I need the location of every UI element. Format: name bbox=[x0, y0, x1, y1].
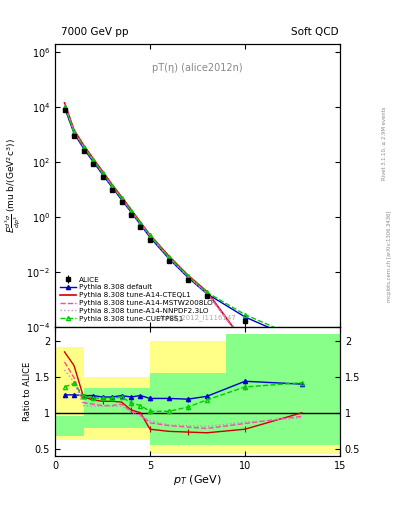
Y-axis label: $E\frac{d^3\sigma}{dp^3}$ (mu b/(GeV$^2$c$^3$)): $E\frac{d^3\sigma}{dp^3}$ (mu b/(GeV$^2$… bbox=[4, 138, 23, 232]
Pythia 8.308 default bbox=[81, 145, 86, 152]
Legend: ALICE, Pythia 8.308 default, Pythia 8.308 tune-A14-CTEQL1, Pythia 8.308 tune-A14: ALICE, Pythia 8.308 default, Pythia 8.30… bbox=[59, 275, 214, 323]
Y-axis label: Ratio to ALICE: Ratio to ALICE bbox=[23, 361, 32, 421]
X-axis label: $p_T$ (GeV): $p_T$ (GeV) bbox=[173, 473, 222, 487]
Pythia 8.308 tune-CUETP8S1 bbox=[110, 183, 114, 189]
Pythia 8.308 tune-A14-CTEQL1 bbox=[72, 127, 76, 133]
Pythia 8.308 default bbox=[91, 159, 95, 165]
Pythia 8.308 tune-A14-MSTW2008LO bbox=[299, 366, 304, 372]
Pythia 8.308 tune-CUETP8S1 bbox=[100, 169, 105, 176]
Line: Pythia 8.308 default: Pythia 8.308 default bbox=[62, 105, 304, 344]
Pythia 8.308 default bbox=[167, 255, 171, 262]
Pythia 8.308 tune-A14-CTEQL1 bbox=[242, 340, 247, 347]
Pythia 8.308 tune-A14-MSTW2008LO bbox=[129, 207, 133, 214]
Pythia 8.308 tune-A14-CTEQL1 bbox=[299, 366, 304, 372]
Pythia 8.308 tune-A14-MSTW2008LO bbox=[242, 341, 247, 347]
Pythia 8.308 tune-A14-NNPDF2.3LO bbox=[110, 183, 114, 189]
Pythia 8.308 tune-A14-CTEQL1 bbox=[167, 253, 171, 259]
Pythia 8.308 tune-CUETP8S1 bbox=[138, 220, 143, 226]
Pythia 8.308 tune-CUETP8S1 bbox=[129, 207, 133, 214]
Pythia 8.308 tune-A14-CTEQL1 bbox=[91, 155, 95, 161]
Pythia 8.308 default bbox=[299, 339, 304, 345]
Pythia 8.308 tune-A14-NNPDF2.3LO bbox=[242, 342, 247, 348]
Pythia 8.308 tune-CUETP8S1 bbox=[167, 254, 171, 260]
Pythia 8.308 tune-CUETP8S1 bbox=[119, 195, 124, 201]
Pythia 8.308 tune-A14-CTEQL1 bbox=[100, 168, 105, 175]
Pythia 8.308 tune-A14-CTEQL1 bbox=[81, 142, 86, 148]
Text: Soft QCD: Soft QCD bbox=[291, 27, 339, 37]
Pythia 8.308 tune-A14-MSTW2008LO bbox=[91, 156, 95, 162]
Pythia 8.308 default bbox=[185, 274, 190, 281]
Pythia 8.308 tune-A14-NNPDF2.3LO bbox=[62, 101, 67, 108]
Pythia 8.308 tune-A14-MSTW2008LO bbox=[205, 290, 209, 296]
Pythia 8.308 default bbox=[100, 172, 105, 178]
Pythia 8.308 tune-CUETP8S1 bbox=[205, 289, 209, 295]
Pythia 8.308 tune-CUETP8S1 bbox=[91, 157, 95, 163]
Pythia 8.308 tune-A14-MSTW2008LO bbox=[185, 273, 190, 279]
Pythia 8.308 tune-A14-CTEQL1 bbox=[119, 194, 124, 200]
Line: Pythia 8.308 tune-A14-MSTW2008LO: Pythia 8.308 tune-A14-MSTW2008LO bbox=[64, 104, 302, 369]
Pythia 8.308 tune-A14-MSTW2008LO bbox=[81, 143, 86, 150]
Text: mcplots.cern.ch [arXiv:1306.3436]: mcplots.cern.ch [arXiv:1306.3436] bbox=[387, 210, 392, 302]
Pythia 8.308 tune-A14-CTEQL1 bbox=[129, 206, 133, 212]
Pythia 8.308 tune-CUETP8S1 bbox=[72, 129, 76, 135]
Text: 7000 GeV pp: 7000 GeV pp bbox=[61, 27, 129, 37]
Pythia 8.308 default bbox=[242, 314, 247, 320]
Line: Pythia 8.308 tune-A14-NNPDF2.3LO: Pythia 8.308 tune-A14-NNPDF2.3LO bbox=[64, 104, 302, 370]
Pythia 8.308 default bbox=[205, 291, 209, 297]
Line: Pythia 8.308 tune-CUETP8S1: Pythia 8.308 tune-CUETP8S1 bbox=[62, 104, 304, 342]
Pythia 8.308 tune-A14-CTEQL1 bbox=[110, 181, 114, 187]
Pythia 8.308 tune-CUETP8S1 bbox=[299, 336, 304, 343]
Text: ALICE_2012_I1116147: ALICE_2012_I1116147 bbox=[158, 314, 237, 321]
Pythia 8.308 tune-A14-MSTW2008LO bbox=[72, 128, 76, 134]
Pythia 8.308 tune-A14-CTEQL1 bbox=[205, 289, 209, 295]
Pythia 8.308 tune-A14-NNPDF2.3LO bbox=[148, 233, 152, 239]
Pythia 8.308 tune-CUETP8S1 bbox=[81, 144, 86, 150]
Pythia 8.308 tune-A14-MSTW2008LO bbox=[62, 101, 67, 107]
Pythia 8.308 tune-A14-CTEQL1 bbox=[62, 100, 67, 106]
Pythia 8.308 tune-A14-MSTW2008LO bbox=[148, 232, 152, 239]
Pythia 8.308 tune-A14-NNPDF2.3LO bbox=[72, 129, 76, 135]
Pythia 8.308 tune-A14-NNPDF2.3LO bbox=[81, 144, 86, 150]
Pythia 8.308 tune-A14-NNPDF2.3LO bbox=[185, 274, 190, 280]
Pythia 8.308 tune-A14-CTEQL1 bbox=[148, 232, 152, 238]
Pythia 8.308 tune-A14-MSTW2008LO bbox=[119, 195, 124, 201]
Pythia 8.308 tune-A14-NNPDF2.3LO bbox=[205, 290, 209, 296]
Pythia 8.308 tune-A14-NNPDF2.3LO bbox=[100, 170, 105, 176]
Text: pT(η) (alice2012n): pT(η) (alice2012n) bbox=[152, 63, 243, 73]
Pythia 8.308 tune-A14-NNPDF2.3LO bbox=[119, 196, 124, 202]
Pythia 8.308 default bbox=[110, 184, 114, 190]
Pythia 8.308 default bbox=[129, 209, 133, 215]
Text: Rivet 3.1.10, ≥ 2.9M events: Rivet 3.1.10, ≥ 2.9M events bbox=[382, 106, 387, 180]
Pythia 8.308 tune-A14-NNPDF2.3LO bbox=[129, 208, 133, 214]
Pythia 8.308 tune-A14-NNPDF2.3LO bbox=[167, 255, 171, 261]
Line: Pythia 8.308 tune-A14-CTEQL1: Pythia 8.308 tune-A14-CTEQL1 bbox=[64, 103, 302, 369]
Pythia 8.308 default bbox=[148, 234, 152, 241]
Pythia 8.308 tune-A14-MSTW2008LO bbox=[110, 182, 114, 188]
Pythia 8.308 default bbox=[138, 222, 143, 228]
Pythia 8.308 default bbox=[72, 130, 76, 136]
Pythia 8.308 tune-CUETP8S1 bbox=[148, 232, 152, 239]
Pythia 8.308 default bbox=[119, 197, 124, 203]
Pythia 8.308 tune-A14-CTEQL1 bbox=[185, 272, 190, 279]
Pythia 8.308 tune-A14-NNPDF2.3LO bbox=[299, 367, 304, 373]
Pythia 8.308 tune-A14-MSTW2008LO bbox=[167, 254, 171, 260]
Pythia 8.308 tune-CUETP8S1 bbox=[62, 103, 67, 110]
Pythia 8.308 tune-A14-NNPDF2.3LO bbox=[91, 157, 95, 163]
Pythia 8.308 tune-CUETP8S1 bbox=[185, 273, 190, 279]
Pythia 8.308 tune-CUETP8S1 bbox=[242, 311, 247, 317]
Pythia 8.308 default bbox=[62, 104, 67, 111]
Pythia 8.308 tune-A14-MSTW2008LO bbox=[138, 220, 143, 226]
Pythia 8.308 tune-A14-MSTW2008LO bbox=[100, 169, 105, 176]
Pythia 8.308 tune-A14-NNPDF2.3LO bbox=[138, 221, 143, 227]
Pythia 8.308 tune-A14-CTEQL1 bbox=[138, 219, 143, 225]
